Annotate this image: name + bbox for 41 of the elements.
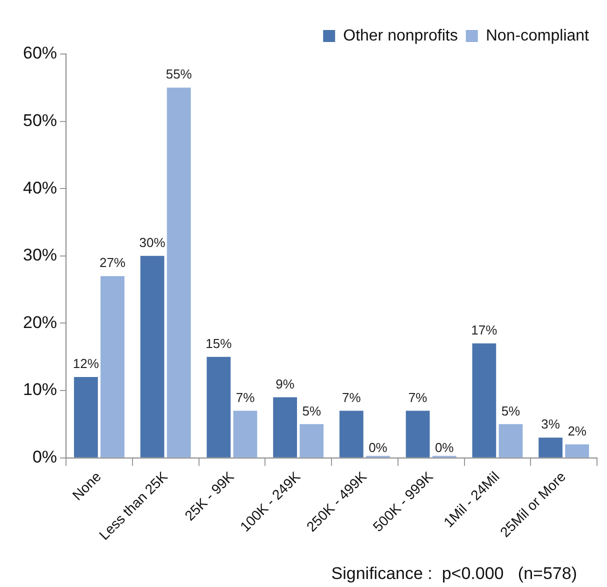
- data-label: 7%: [342, 390, 362, 405]
- y-tick-label: 10%: [22, 380, 58, 400]
- bar: [406, 410, 430, 458]
- y-tick-label: 20%: [22, 312, 58, 332]
- data-label: 2%: [568, 423, 587, 438]
- data-label: 5%: [302, 403, 322, 418]
- data-label: 30%: [139, 234, 166, 250]
- legend-label: Other nonprofits: [343, 27, 458, 44]
- bar: [100, 276, 124, 458]
- y-tick-label: 40%: [22, 178, 58, 198]
- bar: [206, 356, 231, 458]
- text: Significance : p<0.000 (n=578): [331, 564, 577, 584]
- data-label: 15%: [206, 336, 232, 351]
- x-tick-label: 25K - 99K: [181, 468, 238, 524]
- y-tick-label: 60%: [22, 44, 58, 63]
- bar: [233, 410, 258, 458]
- bar: [538, 438, 562, 458]
- data-label: 0%: [368, 440, 388, 455]
- bar: [140, 256, 164, 458]
- bar: [300, 424, 324, 458]
- data-label: 3%: [541, 416, 560, 432]
- bar: [273, 397, 297, 458]
- data-label: 0%: [434, 440, 454, 455]
- bar: [339, 410, 364, 458]
- data-label: 7%: [408, 390, 428, 405]
- data-label: 27%: [99, 255, 126, 270]
- bar: [472, 343, 496, 458]
- data-label: 7%: [236, 390, 256, 405]
- y-tick-label: 0%: [32, 448, 58, 467]
- legend-label: Non-compliant: [486, 27, 590, 44]
- y-tick-label: 50%: [22, 110, 58, 130]
- y-tick-label: 30%: [22, 246, 58, 265]
- bar: [498, 424, 523, 458]
- data-label: 9%: [276, 376, 295, 392]
- bar: [565, 444, 590, 458]
- bar: [166, 88, 191, 458]
- data-label: 55%: [166, 66, 192, 82]
- bar: [74, 377, 98, 458]
- data-label: 12%: [72, 356, 100, 372]
- data-label: 5%: [501, 403, 521, 418]
- data-label: 17%: [471, 322, 498, 338]
